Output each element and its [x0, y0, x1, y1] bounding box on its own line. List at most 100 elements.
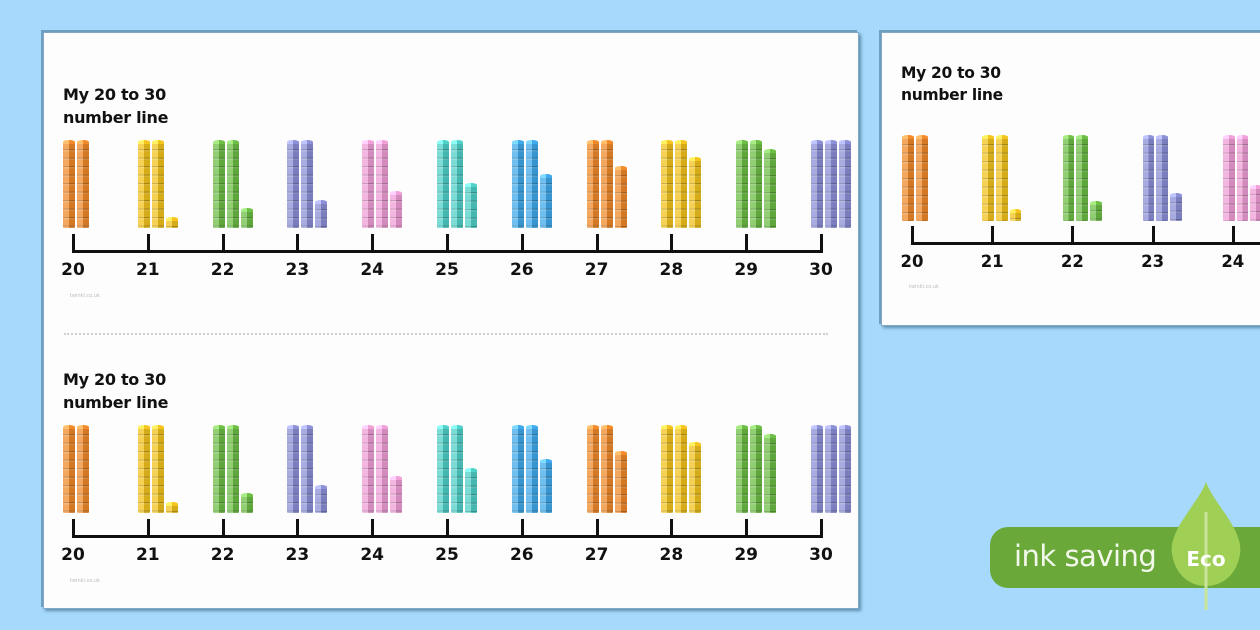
number-line-axis	[911, 242, 1260, 245]
tens-rod	[736, 143, 749, 228]
base-ten-blocks-21	[982, 138, 1022, 221]
number-label-28: 28	[659, 260, 684, 280]
ones-cubes	[539, 177, 552, 228]
ones-cubes	[465, 185, 477, 228]
worksheet-title: My 20 to 30 number line	[901, 62, 1003, 107]
publisher-watermark: twinkl.co.uk	[909, 283, 939, 290]
worksheet-page-main: My 20 to 30 number line 20 21 22 23 24 25 26 27 28…	[43, 32, 859, 609]
base-ten-blocks-26	[511, 428, 552, 513]
tens-rod	[451, 143, 463, 228]
number-label-26: 26	[509, 545, 534, 565]
base-ten-blocks-20	[63, 143, 89, 228]
tens-rod	[451, 428, 463, 513]
number-label-21: 21	[135, 260, 160, 280]
number-line-tick	[371, 519, 375, 535]
number-label-24: 24	[360, 545, 385, 565]
ones-cubes	[390, 194, 403, 228]
number-label-26: 26	[509, 260, 534, 280]
tens-rod	[675, 428, 688, 513]
tens-rod	[525, 428, 538, 513]
tens-rod	[151, 143, 164, 228]
base-ten-blocks-28	[661, 143, 702, 228]
tens-rod	[750, 428, 763, 513]
ones-cubes	[315, 202, 328, 228]
ones-cubes	[165, 219, 178, 228]
ones-cubes	[764, 151, 777, 228]
ones-cubes	[390, 479, 403, 513]
tens-rod	[1076, 138, 1088, 221]
base-ten-blocks-25	[437, 428, 477, 513]
base-ten-blocks-29	[736, 143, 777, 228]
ones-cubes	[240, 496, 253, 513]
ones-cubes	[240, 211, 253, 228]
title-line-1: My 20 to 30	[63, 85, 166, 104]
number-line-tick	[371, 234, 375, 250]
number-line-tick	[296, 234, 300, 250]
cut-line-separator	[64, 333, 828, 335]
tens-rod	[376, 428, 389, 513]
number-line-tick	[72, 519, 75, 535]
number-label-20: 20	[61, 545, 85, 565]
number-label-23: 23	[285, 260, 310, 280]
tens-rod	[151, 428, 164, 513]
ones-cubes	[1170, 195, 1182, 221]
number-label-27: 27	[584, 545, 609, 565]
base-ten-blocks-21	[137, 143, 178, 228]
tens-rod	[811, 143, 823, 228]
base-ten-blocks-20	[902, 138, 928, 221]
number-label-21: 21	[135, 545, 160, 565]
publisher-watermark: twinkl.co.uk	[70, 293, 100, 299]
base-ten-blocks-22	[1062, 138, 1102, 221]
ones-cubes	[465, 470, 477, 513]
number-line-tick	[911, 226, 914, 242]
number-label-23: 23	[285, 545, 310, 565]
number-line-tick	[595, 234, 599, 250]
tens-rod	[212, 143, 225, 228]
tens-rod	[376, 143, 389, 228]
base-ten-blocks-22	[212, 143, 253, 228]
tens-rod	[1236, 138, 1249, 221]
ones-cubes	[165, 504, 178, 513]
tens-rod	[63, 143, 75, 228]
ones-cubes	[614, 453, 627, 513]
tens-rod	[63, 428, 75, 513]
tens-rod	[902, 138, 914, 221]
ink-saving-label: ink saving	[1014, 539, 1157, 573]
number-label-29: 29	[734, 260, 759, 280]
ones-cubes	[689, 160, 702, 228]
tens-rod	[287, 143, 300, 228]
number-line-axis	[72, 250, 823, 253]
base-ten-blocks-24	[362, 143, 403, 228]
tens-rod	[301, 143, 314, 228]
tens-rod	[839, 428, 851, 513]
tens-rod	[77, 428, 89, 513]
number-line-tick	[670, 234, 674, 250]
tens-rod	[437, 428, 449, 513]
base-ten-blocks-20	[63, 428, 89, 513]
base-ten-blocks-28	[661, 428, 702, 513]
tens-rod	[586, 428, 599, 513]
number-line-tick	[221, 234, 225, 250]
base-ten-blocks-26	[511, 143, 552, 228]
base-ten-blocks-30	[811, 143, 851, 228]
base-ten-blocks-25	[437, 143, 477, 228]
number-line-axis	[72, 535, 823, 538]
base-ten-blocks-23	[287, 428, 328, 513]
tens-rod	[750, 143, 763, 228]
base-ten-blocks-22	[212, 428, 253, 513]
base-ten-blocks-23	[287, 143, 328, 228]
number-line-tick	[745, 234, 749, 250]
title-line-2: number line	[63, 108, 169, 127]
ones-cubes	[315, 487, 328, 513]
tens-rod	[982, 138, 995, 221]
number-line-tick	[595, 519, 599, 535]
ones-cubes	[764, 436, 777, 513]
number-label-30: 30	[809, 260, 833, 280]
number-line-tick	[670, 519, 674, 535]
ones-cubes	[1009, 212, 1022, 221]
number-label-30: 30	[809, 545, 833, 565]
number-label-20: 20	[61, 260, 85, 280]
number-line-tick	[820, 234, 823, 250]
number-line-tick	[991, 226, 995, 242]
publisher-watermark: twinkl.co.uk	[70, 578, 100, 584]
